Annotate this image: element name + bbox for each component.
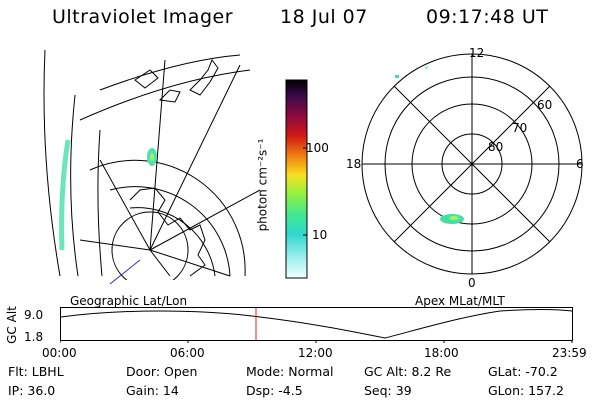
time-tick-1800: 18:00 [424, 346, 459, 360]
time: 09:17:48 UT [426, 6, 549, 28]
alt-axis-label: GC Alt [4, 306, 19, 344]
mlt-label-18: 18 [346, 157, 362, 171]
colorbar [285, 79, 308, 279]
polar-map [361, 53, 583, 275]
colorbar-tick-10: 10 [312, 228, 328, 242]
time-tick-0000: 00:00 [42, 346, 77, 360]
mode-info: Mode: Normal [246, 364, 334, 379]
glon-info: GLon: 157.2 [488, 383, 564, 398]
glat-info: GLat: -70.2 [488, 364, 558, 379]
polar-grid [361, 53, 583, 275]
lat-label-80: 80 [488, 140, 504, 154]
mlt-label-0: 0 [468, 276, 476, 290]
date: 18 Jul 07 [280, 6, 368, 28]
alt-tick-1.8: 1.8 [24, 330, 44, 344]
door-info: Door: Open [126, 364, 198, 379]
time-tick-2359: 23:59 [552, 346, 587, 360]
mlt-label-6: 6 [576, 157, 584, 171]
right-map-caption: Apex MLat/MLT [415, 294, 505, 308]
filter-info: Flt: LBHL [8, 364, 64, 379]
left-map-caption: Geographic Lat/Lon [70, 294, 188, 308]
altitude-plot [60, 307, 573, 343]
time-tick-1200: 12:00 [298, 346, 333, 360]
time-tick-0600: 06:00 [170, 346, 205, 360]
alt-tick-9: 9.0 [24, 308, 44, 322]
aurora-emission [59, 139, 157, 251]
aurora-emission-polar [395, 66, 464, 224]
lat-label-70: 70 [512, 121, 528, 135]
colorbar-unit-label: photon cm⁻²s⁻¹ [255, 138, 270, 232]
geographic-grid [43, 49, 261, 280]
gc-alt-info: GC Alt: 8.2 Re [364, 364, 452, 379]
geographic-map [43, 49, 261, 285]
dsp-info: Dsp: -4.5 [246, 383, 303, 398]
ip-info: IP: 36.0 [8, 383, 56, 398]
gain-info: Gain: 14 [126, 383, 179, 398]
lat-label-60: 60 [537, 98, 553, 112]
seq-info: Seq: 39 [364, 383, 412, 398]
colorbar-tick-100: 100 [306, 141, 329, 155]
title: Ultraviolet Imager [52, 6, 234, 28]
mlt-label-12: 12 [469, 46, 485, 60]
